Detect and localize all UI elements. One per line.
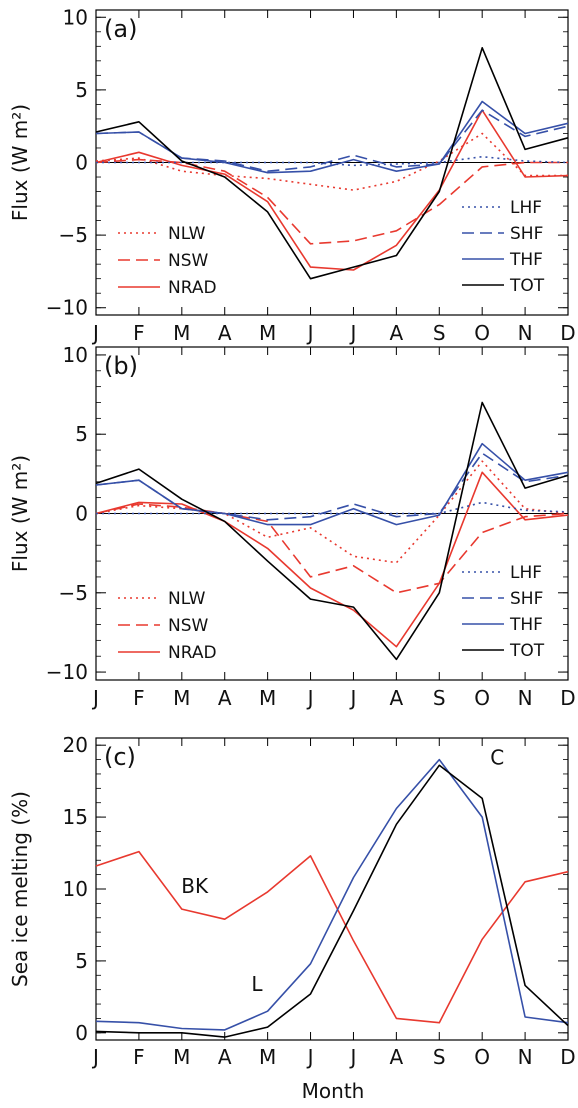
x-tick-label: D (560, 1045, 575, 1069)
legend-label-nrad: NRAD (168, 278, 217, 298)
y-tick-label: −5 (59, 223, 88, 247)
panel-label: (a) (104, 15, 137, 43)
x-tick-label: N (518, 1045, 533, 1069)
y-tick-label: 5 (75, 422, 88, 446)
x-tick-label: D (560, 321, 575, 345)
x-tick-label: A (218, 321, 232, 345)
annotation-c: C (490, 745, 504, 769)
x-tick-label: S (433, 1045, 446, 1069)
series-line-tot (95, 46, 569, 280)
x-tick-label: S (433, 686, 446, 710)
y-tick-label: 0 (75, 151, 88, 175)
legend-label-tot: TOT (509, 641, 545, 661)
legend-label-shf: SHF (510, 224, 543, 244)
x-tick-label: O (474, 686, 490, 710)
x-tick-label: A (218, 1045, 232, 1069)
panel-b: J F M A M J J A S O N D 10 5 0 −5 −10 Flux (W m²) (b) NLW NS… (8, 343, 576, 710)
series-line-c (95, 764, 569, 1038)
panel-a: J F M A M J J A S O N D 10 5 0 −5 −10 Flux (W m²) (a) NLW NS… (8, 5, 576, 345)
x-tick-label: A (390, 686, 404, 710)
series-line-tot (95, 401, 569, 661)
y-tick-label: 10 (63, 343, 88, 367)
x-tick-label: A (390, 1045, 404, 1069)
x-tick-label: O (474, 321, 490, 345)
legend-label-nlw: NLW (168, 224, 206, 244)
x-tick-label: J (91, 686, 99, 710)
y-tick-label: 15 (63, 805, 88, 829)
y-axis-title: Flux (W m²) (8, 104, 32, 221)
y-axis-title: Flux (W m²) (8, 455, 32, 572)
legend-label-thf: THF (509, 615, 543, 635)
legend-label-thf: THF (509, 250, 543, 270)
series-line-nsw (95, 158, 568, 245)
x-tick-label: J (306, 1045, 314, 1069)
series-line-lhf (96, 155, 569, 167)
y-tick-label: 10 (63, 877, 88, 901)
x-tick-label: O (474, 1045, 490, 1069)
series-line-nrad (95, 109, 569, 271)
series-line-l (95, 758, 569, 1031)
legend-label-nsw: NSW (168, 251, 209, 271)
y-tick-label: 5 (75, 949, 88, 973)
panel-c: J F M A M J J A S O N D 20 15 10 5 0 Sea ice melting (%) (… (8, 733, 576, 1069)
x-tick-label: J (91, 1045, 99, 1069)
x-tick-label: F (133, 321, 145, 345)
panel-label: (c) (104, 743, 136, 771)
x-tick-label: J (349, 1045, 357, 1069)
legend-label-nrad: NRAD (168, 643, 217, 663)
legend-label-nlw: NLW (168, 589, 206, 609)
x-tick-label: A (218, 686, 232, 710)
y-tick-label: 10 (63, 5, 88, 29)
series-line-nlw (95, 460, 569, 564)
x-tick-label: J (349, 686, 357, 710)
legend-label-nsw: NSW (168, 616, 209, 636)
y-tick-label: −10 (46, 660, 88, 684)
y-tick-label: 20 (63, 733, 88, 757)
annotation-l: L (251, 972, 263, 996)
series-line-shf (95, 109, 569, 172)
series-line-thf (95, 442, 569, 526)
series-line-lhf (96, 501, 569, 515)
y-tick-label: 5 (75, 78, 88, 102)
x-tick-label: N (518, 321, 533, 345)
legend-label-lhf: LHF (510, 198, 542, 218)
y-tick-label: 0 (75, 502, 88, 526)
x-tick-label: J (349, 321, 357, 345)
legend-label-tot: TOT (509, 276, 545, 296)
x-tick-label: J (91, 321, 99, 345)
x-tick-label: F (133, 1045, 145, 1069)
x-tick-label: A (390, 321, 404, 345)
y-axis-title: Sea ice melting (%) (8, 791, 32, 987)
x-tick-label: F (133, 686, 145, 710)
x-tick-label: M (173, 1045, 190, 1069)
legend-label-lhf: LHF (510, 563, 542, 583)
series-line-nsw (95, 503, 569, 594)
x-tick-label: M (173, 321, 190, 345)
legend-label-shf: SHF (510, 589, 543, 609)
panel-label: (b) (104, 352, 138, 380)
x-tick-label: M (259, 1045, 276, 1069)
x-tick-label: M (259, 686, 276, 710)
x-tick-label: D (560, 686, 575, 710)
x-tick-label: N (518, 686, 533, 710)
x-axis-title: Month (302, 1079, 365, 1103)
series-line-shf (95, 452, 569, 521)
x-tick-label: S (433, 321, 446, 345)
y-tick-label: −5 (59, 581, 88, 605)
y-tick-label: 0 (75, 1021, 88, 1045)
x-tick-label: M (173, 686, 190, 710)
x-tick-label: M (259, 321, 276, 345)
y-tick-label: −10 (46, 296, 88, 320)
x-tick-label: J (306, 321, 314, 345)
x-tick-label: J (306, 686, 314, 710)
series-line-bk (95, 850, 569, 1024)
annotation-bk: BK (181, 874, 209, 898)
